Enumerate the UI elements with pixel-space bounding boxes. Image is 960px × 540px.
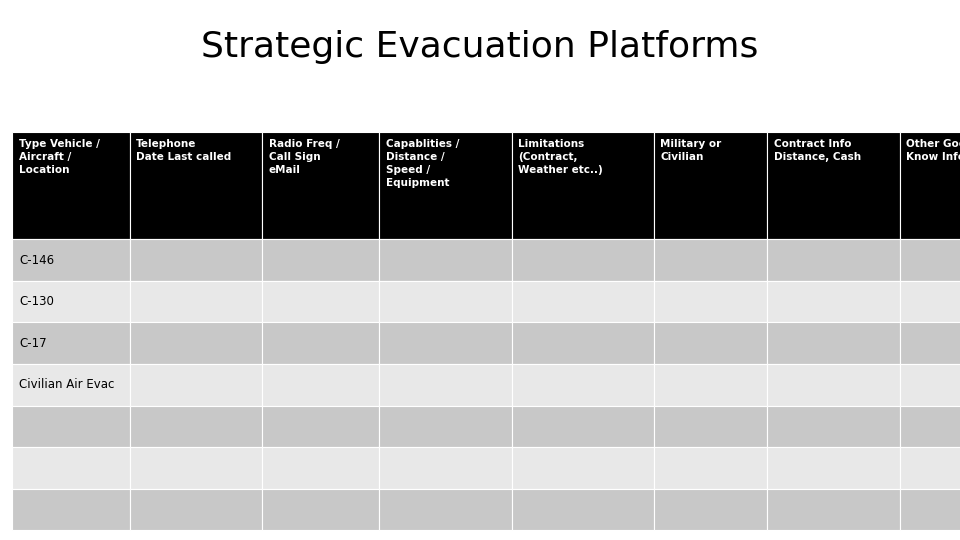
Text: Limitations
(Contract,
Weather etc..): Limitations (Contract, Weather etc..) — [518, 139, 603, 175]
Text: Military or
Civilian: Military or Civilian — [660, 139, 722, 162]
Text: Contract Info
Distance, Cash: Contract Info Distance, Cash — [774, 139, 861, 162]
Text: C-146: C-146 — [19, 253, 55, 267]
Text: Telephone
Date Last called: Telephone Date Last called — [136, 139, 231, 162]
Text: Type Vehicle /
Aircraft /
Location: Type Vehicle / Aircraft / Location — [19, 139, 100, 175]
Text: Other Good to
Know Info: Other Good to Know Info — [906, 139, 960, 162]
Text: C-17: C-17 — [19, 336, 47, 350]
Text: Radio Freq /
Call Sign
eMail: Radio Freq / Call Sign eMail — [269, 139, 340, 175]
Text: Capablities /
Distance /
Speed /
Equipment: Capablities / Distance / Speed / Equipme… — [386, 139, 459, 188]
Text: Strategic Evacuation Platforms: Strategic Evacuation Platforms — [202, 30, 758, 64]
Text: C-130: C-130 — [19, 295, 54, 308]
Text: Civilian Air Evac: Civilian Air Evac — [19, 378, 114, 392]
